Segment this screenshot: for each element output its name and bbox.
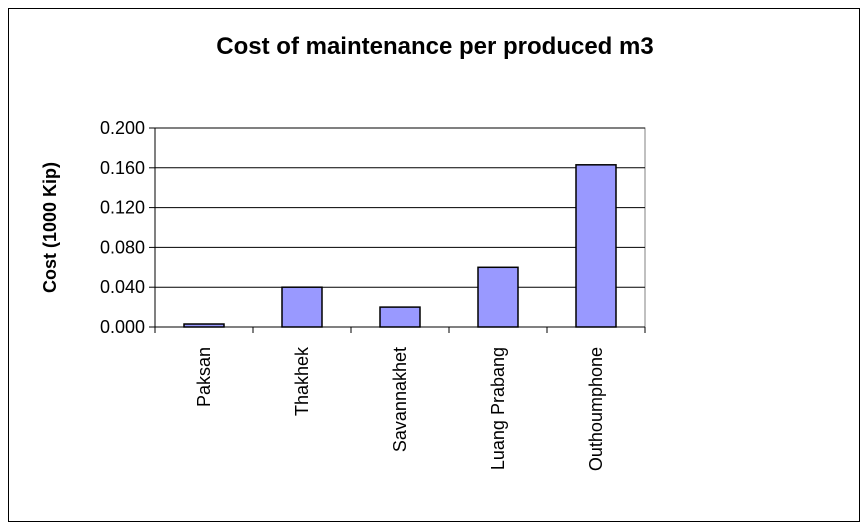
x-category-label: Outhoumphone <box>586 347 606 471</box>
y-tick-label: 0.120 <box>100 198 145 218</box>
chart-frame: Cost of maintenance per produced m3 <box>8 8 860 522</box>
x-category-labels: Paksan Thakhek Savannakhet Luang Prabang Out… <box>194 346 606 471</box>
y-tick-label: 0.160 <box>100 158 145 178</box>
chart-title: Cost of maintenance per produced m3 <box>216 33 654 60</box>
x-category-label: Paksan <box>194 347 214 407</box>
x-category-label: Luang Prabang <box>488 347 508 470</box>
y-tick-label: 0.000 <box>100 317 145 337</box>
y-tick-label: 0.200 <box>100 118 145 138</box>
bar <box>575 164 617 328</box>
x-category-label: Savannakhet <box>390 347 410 452</box>
x-category-label: Thakhek <box>292 346 312 416</box>
bar <box>477 266 519 328</box>
y-tick-labels: 0.000 0.040 0.080 0.120 0.160 0.200 <box>100 118 145 337</box>
bars <box>183 164 617 328</box>
gridlines <box>154 127 646 328</box>
bar <box>281 286 323 328</box>
plot-area <box>154 127 646 328</box>
y-axis-label: Cost (1000 Kip) <box>40 162 60 293</box>
y-tick-label: 0.080 <box>100 237 145 257</box>
axes <box>149 127 646 333</box>
bar <box>379 306 421 328</box>
y-tick-label: 0.040 <box>100 277 145 297</box>
